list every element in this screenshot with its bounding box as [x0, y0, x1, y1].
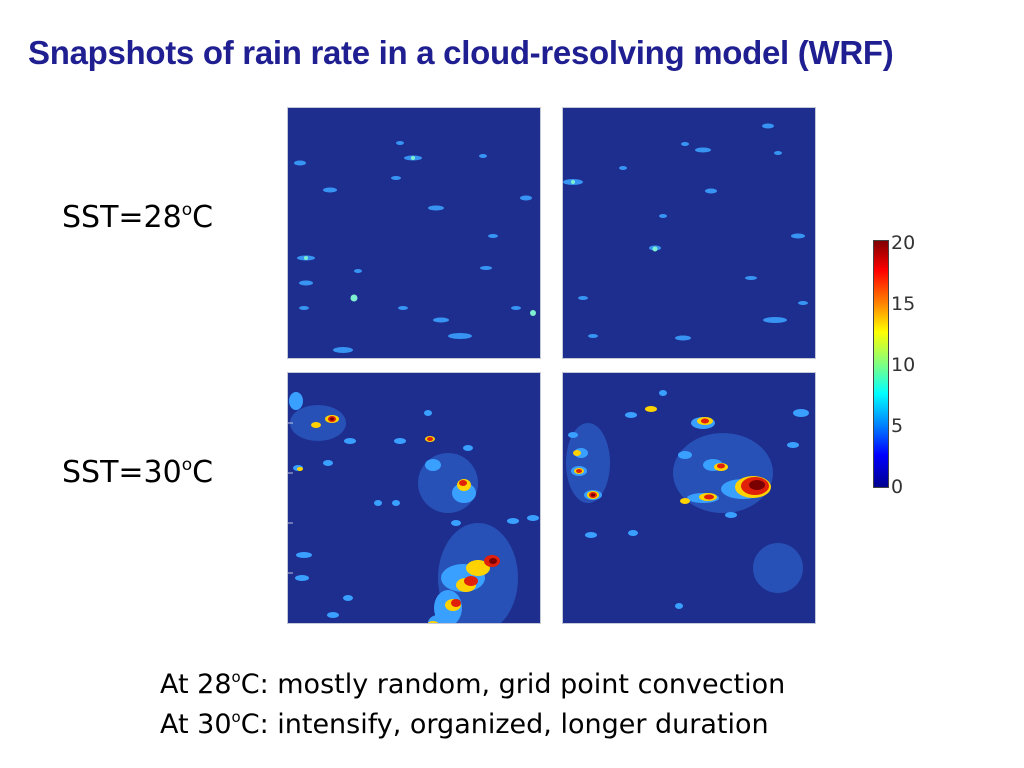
rain-rate-snapshot-30c-right: [563, 373, 815, 623]
summary-prefix: At 30: [160, 709, 232, 740]
summary-prefix: At 28: [160, 669, 232, 700]
summary-line-30c: At 30oC: intensify, organized, longer du…: [160, 708, 769, 740]
rain-rate-snapshot-28c-right: [563, 108, 815, 358]
rain-rate-colorbar: [873, 240, 889, 488]
row-label-suffix: C: [192, 200, 214, 235]
colorbar-tick-label: 15: [891, 293, 916, 315]
rain-rate-snapshot-28c-left: [288, 108, 540, 358]
colorbar-tick-label: 5: [891, 415, 904, 437]
row-label-suffix: C: [192, 455, 214, 490]
rain-rate-snapshot-30c-left: [288, 373, 540, 623]
degree-superscript: o: [231, 668, 241, 686]
degree-superscript: o: [181, 200, 193, 220]
colorbar-tick-label: 20: [891, 232, 916, 254]
row-label-sst-30: SST=30oC: [62, 455, 213, 490]
degree-superscript: o: [231, 708, 241, 726]
row-label-sst-28: SST=28oC: [62, 200, 213, 235]
row-label-prefix: SST=30: [62, 455, 182, 490]
colorbar-tick-label: 0: [891, 476, 904, 498]
colorbar-tick-label: 10: [891, 354, 916, 376]
degree-superscript: o: [181, 455, 193, 475]
summary-suffix: C: mostly random, grid point convection: [240, 669, 786, 700]
slide-title: Snapshots of rain rate in a cloud-resolv…: [28, 34, 894, 71]
summary-suffix: C: intensify, organized, longer duration: [240, 709, 769, 740]
row-label-prefix: SST=28: [62, 200, 182, 235]
summary-line-28c: At 28oC: mostly random, grid point conve…: [160, 668, 785, 700]
